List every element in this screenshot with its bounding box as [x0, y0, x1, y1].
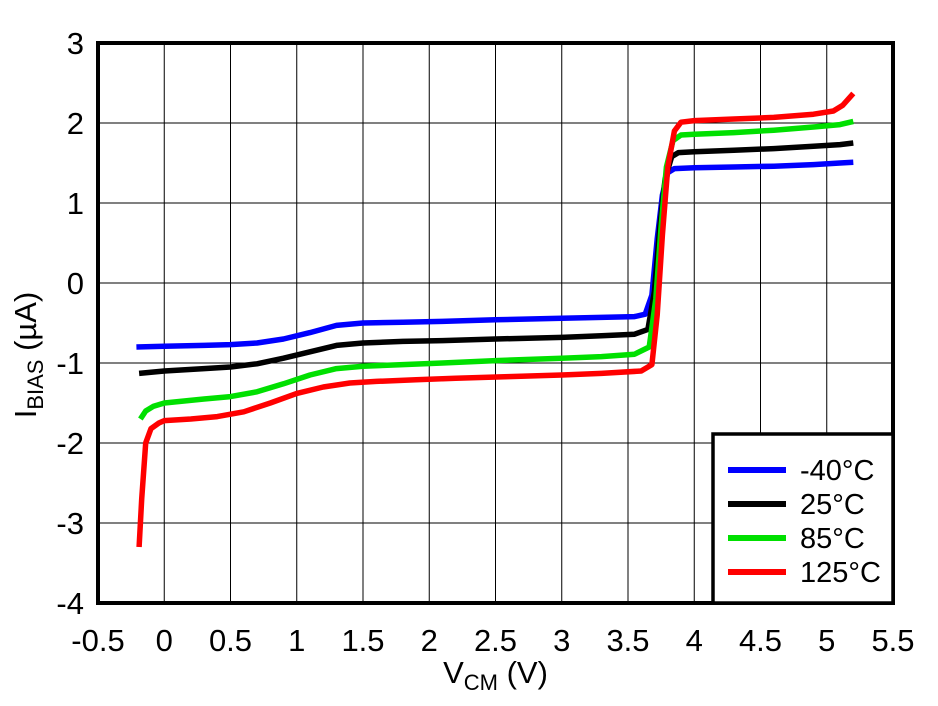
x-axis-title: VCM (V) — [443, 655, 548, 695]
y-tick-label: -1 — [56, 346, 84, 381]
y-axis-title: IBIAS (µA) — [8, 292, 48, 419]
x-axis-title-subscript: CM — [464, 670, 498, 695]
x-tick-label: 1.5 — [341, 623, 384, 658]
legend-label-2: 85°C — [800, 523, 865, 555]
y-axis-title-main: I — [8, 410, 43, 419]
x-axis-tick-labels: -0.5 0 0.5 1 1.5 2 2.5 3 3.5 4 4.5 5 5.5 — [71, 623, 914, 658]
series-line-0 — [136, 159, 854, 350]
legend-label-3: 125°C — [800, 557, 881, 589]
series-line-1 — [138, 140, 854, 377]
y-tick-label: 1 — [67, 186, 84, 221]
y-axis-tick-labels: 3 2 1 0 -1 -2 -3 -4 — [56, 26, 84, 621]
x-tick-label: 4.5 — [739, 623, 782, 658]
legend-item-1: 25°C — [728, 489, 865, 521]
x-tick-label: 5 — [818, 623, 835, 658]
series-lines — [136, 91, 856, 548]
x-tick-label: 1 — [288, 623, 305, 658]
legend-item-3: 125°C — [728, 557, 881, 589]
y-axis-title-units: (µA) — [8, 292, 43, 360]
x-tick-label: 5.5 — [871, 623, 914, 658]
plot-border — [96, 41, 895, 605]
x-tick-label: 3 — [553, 623, 570, 658]
x-tick-label: 3.5 — [606, 623, 649, 658]
y-tick-label: 2 — [67, 106, 84, 141]
y-tick-label: -2 — [56, 426, 84, 461]
y-tick-label: -3 — [56, 506, 84, 541]
x-tick-label: 0 — [156, 623, 173, 658]
y-axis-title-subscript: BIAS — [23, 360, 48, 410]
x-axis-title-units: (V) — [498, 655, 548, 690]
x-tick-label: 0.5 — [209, 623, 252, 658]
legend-item-2: 85°C — [728, 523, 865, 555]
series-line-3 — [136, 91, 856, 548]
x-tick-label: 2.5 — [474, 623, 517, 658]
y-tick-label: 0 — [67, 266, 84, 301]
x-tick-label: 2 — [421, 623, 438, 658]
y-tick-label: 3 — [67, 26, 84, 61]
x-axis-title-main: V — [443, 655, 464, 690]
legend-label-0: -40°C — [800, 455, 874, 487]
x-tick-label: 4 — [686, 623, 703, 658]
legend-label-1: 25°C — [800, 489, 865, 521]
y-tick-label: -4 — [56, 586, 84, 621]
series-line-2 — [138, 118, 854, 421]
legend-item-0: -40°C — [728, 455, 874, 487]
x-tick-label: -0.5 — [71, 623, 124, 658]
